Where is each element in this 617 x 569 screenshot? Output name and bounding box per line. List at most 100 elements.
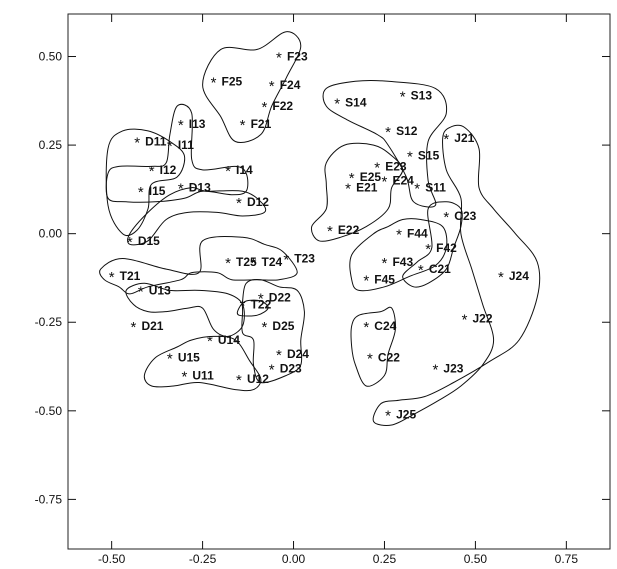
point-marker: * [269, 78, 275, 95]
point-marker: * [385, 124, 391, 141]
point-marker: * [138, 184, 144, 201]
cluster-outline [372, 124, 541, 426]
point-marker: * [363, 273, 369, 290]
point-marker: * [262, 99, 268, 116]
point-marker: * [385, 407, 391, 424]
point-label: S11 [425, 181, 446, 195]
point-label: D21 [141, 319, 163, 333]
point-marker: * [240, 117, 246, 134]
point-marker: * [134, 135, 140, 152]
point-marker: * [178, 117, 184, 134]
point-label: S15 [418, 149, 440, 163]
x-tick-label: 0.25 [373, 552, 397, 566]
point-marker: * [207, 333, 213, 350]
point-label: F24 [280, 78, 301, 92]
point-label: J25 [396, 407, 416, 421]
point-label: T25 [236, 255, 257, 269]
point-marker: * [374, 159, 380, 176]
y-tick-label: -0.25 [35, 315, 63, 329]
cluster-outline [349, 218, 448, 292]
point-label: F42 [436, 241, 457, 255]
point-label: S13 [411, 88, 433, 102]
point-label: I13 [189, 117, 206, 131]
point-label: J21 [454, 131, 474, 145]
cluster-outline [350, 306, 397, 387]
point-label: E21 [356, 181, 378, 195]
x-tick-label: -0.50 [98, 552, 126, 566]
cluster-outline [143, 335, 262, 392]
point-marker: * [283, 251, 289, 268]
point-marker: * [396, 227, 402, 244]
point-marker: * [258, 290, 264, 307]
point-label: U12 [247, 372, 269, 386]
point-marker: * [498, 269, 504, 286]
x-tick-label: -0.25 [189, 552, 217, 566]
point-marker: * [240, 298, 246, 315]
point-label: J23 [443, 361, 463, 375]
point-label: J22 [472, 312, 492, 326]
cluster-outline [202, 31, 302, 144]
point-marker: * [345, 181, 351, 198]
cluster-outline [105, 128, 186, 236]
point-marker: * [127, 234, 133, 251]
point-label: C23 [454, 209, 476, 223]
point-label: I12 [160, 163, 177, 177]
point-label: E24 [392, 174, 414, 188]
point-label: I11 [178, 138, 194, 152]
cluster-outline [127, 187, 267, 246]
point-label: D23 [280, 361, 302, 375]
point-marker: * [349, 170, 355, 187]
point-label: D13 [189, 181, 211, 195]
point-marker: * [181, 368, 187, 385]
point-marker: * [418, 262, 424, 279]
point-label: U13 [149, 283, 171, 297]
cluster-outline [310, 142, 404, 242]
point-marker: * [407, 149, 413, 166]
point-label: F43 [392, 255, 413, 269]
point-marker: * [400, 88, 406, 105]
point-marker: * [425, 241, 431, 258]
point-label: D12 [247, 195, 269, 209]
point-marker: * [149, 163, 155, 180]
y-tick-label: 0.50 [39, 50, 63, 64]
point-label: C22 [378, 351, 400, 365]
cluster-outline [125, 282, 245, 337]
x-tick-label: 0.00 [282, 552, 306, 566]
point-label: U11 [192, 368, 214, 382]
point-label: F21 [251, 117, 272, 131]
point-marker: * [262, 319, 268, 336]
point-label: F25 [222, 74, 243, 88]
point-marker: * [276, 50, 282, 67]
axis-ticks: -0.50 -0.25 0.00 0.25 0.50 0.75 0.50 0.25 0.00 -0… [35, 14, 610, 566]
point-label: F23 [287, 50, 308, 64]
point-marker: * [138, 283, 144, 300]
point-label: I14 [236, 163, 253, 177]
point-label: F44 [407, 227, 428, 241]
point-label: T21 [120, 269, 141, 283]
point-marker: * [211, 74, 217, 91]
point-marker: * [276, 347, 282, 364]
point-label: D22 [269, 290, 291, 304]
point-label: E23 [385, 159, 407, 173]
cluster-outline [241, 279, 305, 384]
point-label: E22 [338, 223, 360, 237]
point-marker: * [334, 96, 340, 113]
point-label: T22 [251, 298, 272, 312]
point-label: J24 [509, 269, 529, 283]
point-label: T23 [294, 251, 315, 265]
point-marker: * [382, 174, 388, 191]
point-marker: * [367, 351, 373, 368]
point-marker: * [167, 351, 173, 368]
cluster-outline [99, 235, 298, 295]
point-marker: * [414, 181, 420, 198]
y-tick-label: -0.50 [35, 404, 63, 418]
point-marker: * [167, 138, 173, 155]
point-label: E25 [360, 170, 382, 184]
point-label: F45 [374, 273, 395, 287]
point-marker: * [462, 312, 468, 329]
point-label: D24 [287, 347, 309, 361]
point-label: T24 [262, 255, 283, 269]
point-label: D25 [272, 319, 294, 333]
y-tick-label: -0.75 [35, 492, 63, 506]
